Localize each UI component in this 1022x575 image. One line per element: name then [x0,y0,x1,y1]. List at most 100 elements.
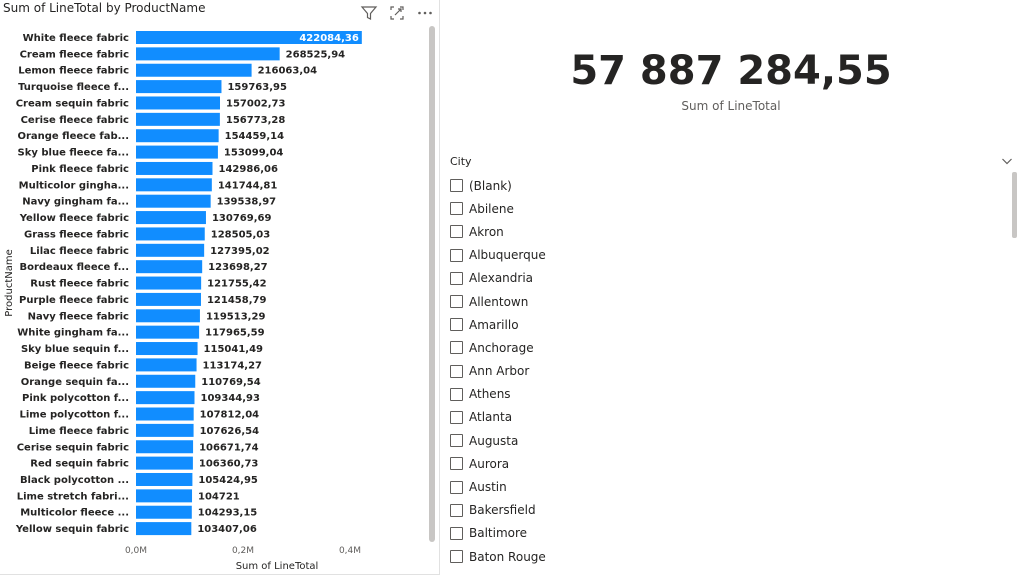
bar[interactable] [136,358,197,372]
bar[interactable] [136,407,194,421]
focus-mode-icon[interactable] [388,4,406,22]
data-label: 106671,74 [199,442,259,453]
category-label: Red sequin fabric [30,459,129,470]
bar[interactable] [136,243,205,257]
slicer-item-label: Amarillo [469,317,519,332]
bar[interactable] [136,325,200,339]
bar[interactable] [136,47,280,61]
card-visual[interactable]: 57 887 284,55 Sum of LineTotal [446,40,1016,130]
slicer-item-label: Aurora [469,456,510,471]
slicer-item[interactable]: Akron [450,220,990,243]
filter-icon[interactable] [360,4,378,22]
bar[interactable] [136,391,195,405]
bar[interactable] [136,472,193,486]
x-tick-label: 0,0M [125,546,147,556]
slicer-item[interactable]: Athens [450,383,990,406]
checkbox[interactable] [450,341,463,355]
bar[interactable] [136,63,252,77]
slicer-item[interactable]: (Blank) [450,174,990,197]
slicer-item-label: Ann Arbor [469,364,530,379]
slicer-item[interactable]: Allentown [450,290,990,313]
bar[interactable] [136,374,196,388]
bar[interactable] [136,440,194,454]
bar[interactable] [136,145,218,159]
category-label: Bordeaux fleece f... [19,262,129,273]
slicer-item[interactable]: Baltimore [450,522,990,545]
bar[interactable] [136,194,211,208]
slicer-item[interactable]: Alexandria [450,267,990,290]
checkbox[interactable] [450,526,463,540]
checkbox[interactable] [450,202,463,216]
bar[interactable] [136,96,220,110]
bar[interactable] [136,211,206,225]
bar[interactable] [136,31,362,44]
checkbox[interactable] [450,364,463,378]
data-label: 105424,95 [198,475,258,486]
slicer-item[interactable]: Austin [450,475,990,498]
checkbox[interactable] [450,457,463,471]
category-label: Sky blue fleece fa... [18,148,129,159]
slicer-item[interactable]: Amarillo [450,313,990,336]
slicer-item-label: Abilene [469,201,514,216]
bar[interactable] [136,489,193,503]
checkbox[interactable] [450,410,463,424]
slicer-item[interactable]: Anchorage [450,336,990,359]
category-label: Multicolor fleece ... [20,508,129,519]
bar[interactable] [136,227,205,241]
bar[interactable] [136,80,222,94]
checkbox[interactable] [450,480,463,494]
data-label: 121458,79 [207,295,267,306]
checkbox[interactable] [450,179,463,193]
category-label: Lilac fleece fabric [30,246,129,257]
category-label: Pink polycotton f... [22,393,129,404]
bar[interactable] [136,456,193,470]
bar[interactable] [136,260,203,274]
slicer-item-label: Albuquerque [469,248,546,263]
checkbox[interactable] [450,550,463,564]
category-label: Multicolor gingha... [19,180,129,191]
slicer-item[interactable]: Albuquerque [450,244,990,267]
checkbox[interactable] [450,271,463,285]
checkbox[interactable] [450,434,463,448]
category-label: White fleece fabric [23,33,129,44]
checkbox[interactable] [450,318,463,332]
bar[interactable] [136,505,192,519]
slicer-item-label: (Blank) [469,178,512,193]
city-slicer[interactable]: City (Blank) Abilene Akron Albuquerque Alexa… [446,150,1018,575]
bar[interactable] [136,112,220,126]
bar[interactable] [136,276,202,290]
bar[interactable] [136,178,212,192]
chevron-down-icon[interactable] [1000,154,1014,168]
bar[interactable] [136,309,200,323]
slicer-item-label: Athens [469,387,511,402]
slicer-item[interactable]: Ann Arbor [450,360,990,383]
bar[interactable] [136,423,194,437]
checkbox[interactable] [450,503,463,517]
category-label: Lime polycotton f... [20,410,130,421]
category-label: Turquoise fleece f... [18,82,129,93]
bar-chart-visual[interactable]: Sum of LineTotal by ProductName White fl… [0,0,440,575]
data-label: 157002,73 [226,98,286,109]
slicer-item[interactable]: Baton Rouge [450,545,990,568]
data-label: 159763,95 [227,82,287,93]
slicer-list: (Blank) Abilene Akron Albuquerque Alexandria… [450,174,990,568]
slicer-item[interactable]: Bakersfield [450,499,990,522]
slicer-item[interactable]: Atlanta [450,406,990,429]
checkbox[interactable] [450,248,463,262]
slicer-item[interactable]: Aurora [450,452,990,475]
bar[interactable] [136,129,219,143]
data-label: 110769,54 [201,377,261,388]
slicer-item[interactable]: Abilene [450,197,990,220]
data-label: 139538,97 [217,197,277,208]
bar[interactable] [136,161,213,175]
slicer-scrollbar-thumb[interactable] [1012,172,1017,238]
checkbox[interactable] [450,225,463,239]
more-options-icon[interactable] [416,4,434,22]
checkbox[interactable] [450,295,463,309]
chart-scrollbar-thumb[interactable] [429,26,435,542]
checkbox[interactable] [450,387,463,401]
slicer-item[interactable]: Augusta [450,429,990,452]
bar[interactable] [136,522,192,536]
bar[interactable] [136,342,198,356]
bar[interactable] [136,292,201,306]
